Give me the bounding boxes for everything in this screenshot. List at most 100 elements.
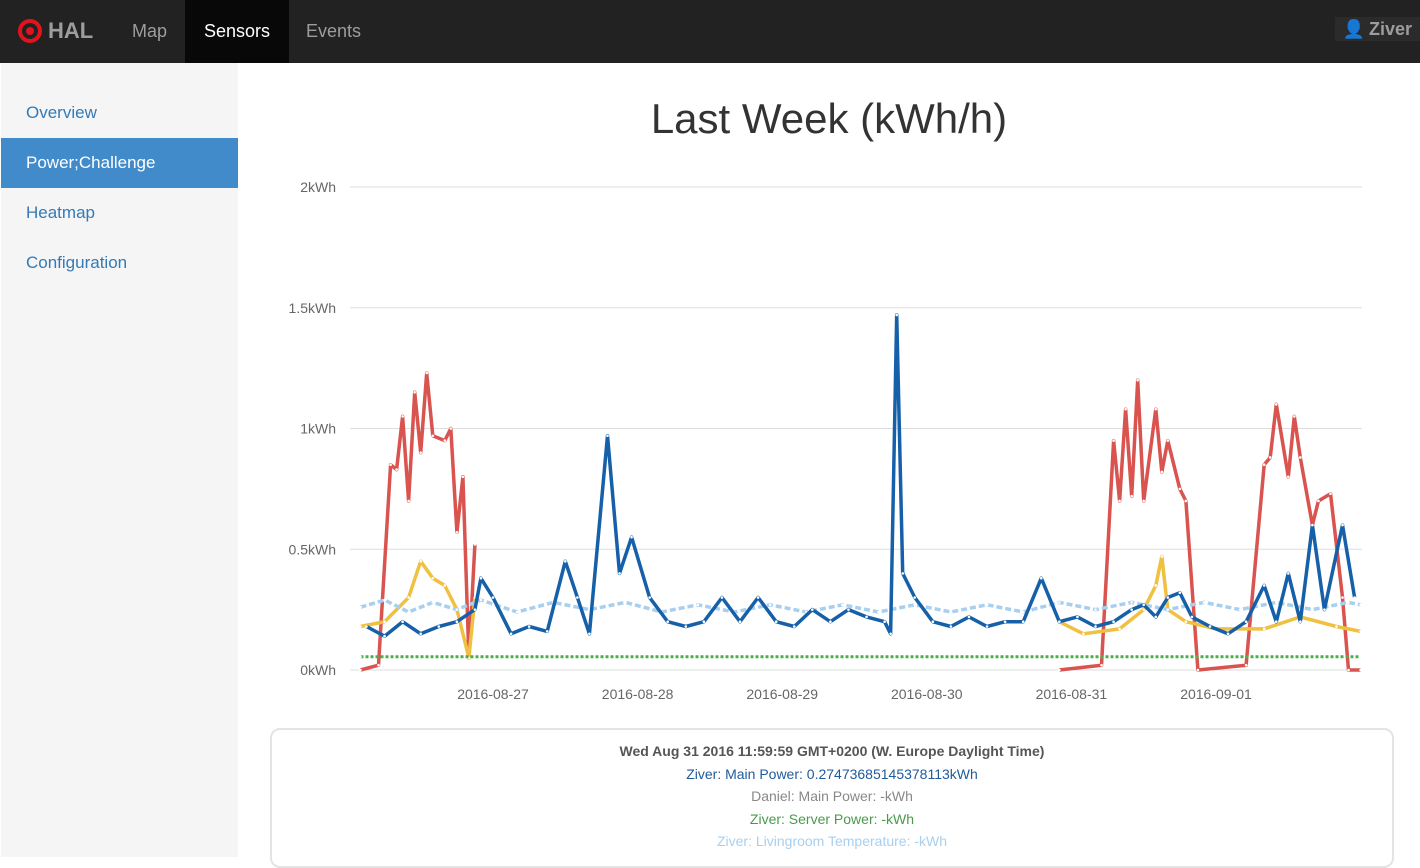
x-tick-label: 2016-08-29 (746, 686, 818, 702)
data-point (738, 620, 742, 623)
data-point (1341, 596, 1344, 599)
data-point (630, 535, 633, 539)
data-point (1039, 576, 1043, 580)
data-point (931, 620, 935, 623)
data-point (774, 620, 778, 623)
data-point (407, 499, 410, 503)
data-point (545, 630, 549, 633)
data-point (377, 663, 380, 667)
y-tick-label: 2kWh (300, 179, 336, 195)
user-name: Ziver (1368, 18, 1412, 39)
data-point (1021, 620, 1025, 623)
data-point (985, 625, 989, 628)
data-point (1058, 668, 1061, 672)
tooltip-date: Wed Aug 31 2016 11:59:59 GMT+0200 (W. Eu… (619, 743, 1045, 759)
data-point (811, 608, 814, 611)
data-point (389, 463, 392, 467)
data-point (967, 615, 971, 619)
data-point (913, 596, 917, 599)
data-point (359, 668, 362, 672)
data-point (1202, 601, 1206, 604)
data-point (1130, 601, 1133, 604)
data-point (1094, 625, 1097, 628)
nav-events[interactable]: Events (306, 21, 362, 41)
data-point (473, 608, 477, 611)
sidebar: Overview Power;Challenge Heatmap Configu… (1, 63, 238, 857)
data-point (841, 603, 844, 607)
power-chart[interactable]: 0kWh 0.5kWh 1kWh 1.5kWh 2kWh 2016-08-27 2016-0… (0, 0, 1420, 720)
data-point (901, 572, 904, 575)
nav-sensors[interactable]: Sensors (185, 0, 290, 63)
data-point (1287, 572, 1290, 575)
sidebar-item-power-challenge[interactable]: Power;Challenge (1, 138, 238, 188)
data-point (1359, 603, 1362, 607)
data-point (1299, 456, 1302, 459)
data-point (720, 596, 724, 599)
y-tick-label: 1.5kWh (289, 300, 336, 316)
data-point (1178, 591, 1182, 595)
data-point (877, 610, 880, 614)
y-tick-label: 1kWh (300, 421, 336, 437)
data-point (648, 596, 651, 599)
data-point (509, 632, 513, 636)
data-point (515, 610, 519, 614)
data-point (985, 603, 989, 607)
data-point (1142, 608, 1145, 611)
data-point (431, 576, 435, 580)
data-point (1329, 492, 1332, 496)
sidebar-item-heatmap[interactable]: Heatmap (26, 203, 95, 222)
data-point (395, 468, 398, 471)
data-point (1112, 439, 1115, 442)
data-point (401, 620, 404, 623)
data-point (359, 625, 362, 628)
brand[interactable]: HAL (18, 18, 93, 44)
data-point (1178, 487, 1182, 491)
user-menu[interactable]: 👤 Ziver (1334, 17, 1420, 41)
sidebar-item-overview[interactable]: Overview (26, 103, 97, 122)
data-point (1262, 584, 1266, 587)
data-point (618, 572, 621, 575)
data-point (455, 608, 459, 611)
data-point (1076, 615, 1079, 619)
data-point (1293, 415, 1296, 418)
data-point (1341, 523, 1344, 527)
data-point (889, 632, 892, 636)
data-point (1094, 608, 1097, 611)
data-point (696, 603, 700, 607)
tooltip-line: Ziver: Main Power: 0.27473685145378113kW… (686, 765, 978, 782)
data-point (1268, 456, 1272, 459)
brand-name: HAL (48, 18, 94, 43)
data-point (1112, 620, 1115, 623)
data-point (1353, 596, 1356, 599)
top-navbar: HAL Map Sensors Events 👤 Ziver (0, 0, 1420, 63)
data-point (1359, 655, 1362, 659)
data-point (431, 601, 435, 604)
data-point (1299, 620, 1302, 623)
data-point (1262, 463, 1266, 467)
data-point (1166, 439, 1170, 442)
data-point (624, 601, 627, 604)
data-point (1184, 620, 1188, 623)
data-point (1238, 608, 1242, 611)
data-point (1136, 378, 1139, 382)
data-point (461, 475, 465, 479)
data-point (455, 620, 459, 623)
data-point (383, 598, 386, 602)
data-point (383, 634, 386, 638)
data-point (527, 625, 531, 628)
data-point (1166, 608, 1170, 611)
data-point (1311, 608, 1314, 611)
data-point (1124, 407, 1127, 411)
data-point (829, 620, 832, 623)
data-point (1226, 632, 1230, 636)
x-tick-label: 2016-08-30 (891, 686, 963, 702)
data-point (1130, 494, 1133, 498)
data-point (1196, 668, 1200, 672)
sidebar-item-configuration[interactable]: Configuration (26, 253, 128, 272)
x-tick-label: 2016-08-27 (457, 686, 529, 702)
data-point (1082, 632, 1085, 636)
data-point (792, 625, 796, 628)
data-point (413, 390, 416, 394)
nav-map[interactable]: Map (132, 21, 168, 41)
data-point (491, 596, 495, 599)
